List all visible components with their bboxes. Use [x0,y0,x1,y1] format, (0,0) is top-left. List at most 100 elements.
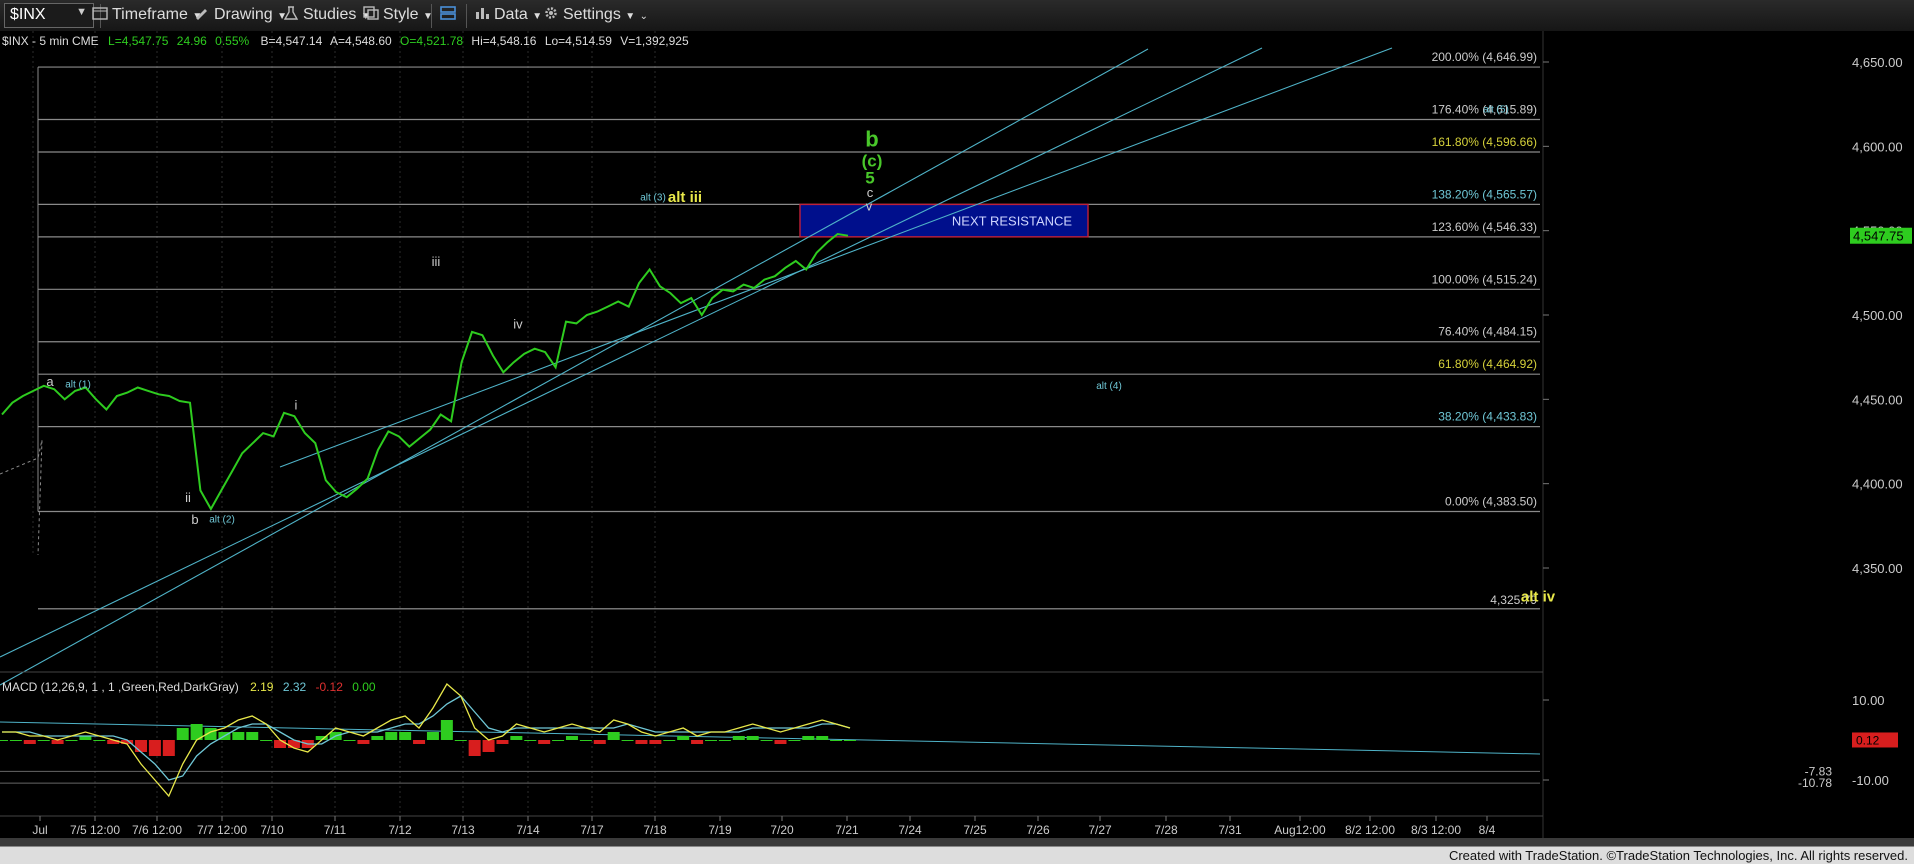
macd-histogram-bar [774,740,787,744]
macd-histogram-bar [148,740,161,756]
macd-histogram-bar [37,740,50,741]
macd-histogram-bar [830,740,843,741]
macd-histogram-bar [454,740,467,741]
y-tick-label: 4,650.00 [1852,55,1903,70]
fibonacci-levels: 200.00% (4,646.99) 176.40% (4,615.89) 161.… [37,50,1540,610]
chart-header: $INX - 5 min CME L=4,547.75 24.96 0.55% … [2,34,689,48]
layout-button[interactable] [440,6,460,26]
x-tick-label: 7/19 [708,823,732,837]
macd-histogram-bar [121,740,134,744]
macd-title: MACD (12,26,9, 1 , 1 ,Green,Red,DarkGray… [2,680,239,694]
macd-histogram-bar [93,740,106,741]
macd-histogram-bar [816,736,829,740]
high: Hi=4,548.16 [471,34,536,48]
macd-histogram-bar [79,736,92,740]
macd-histogram-bar [704,740,717,741]
channel-line [0,48,1149,686]
fib-label: 0.00% (4,383.50) [1445,494,1537,508]
macd-histogram-bar [135,740,148,752]
macd-histogram-bar [440,720,453,740]
style-icon [363,6,379,20]
x-tick-label: 7/20 [770,823,794,837]
settings-menu[interactable]: Settings ▼ ⌄ [543,6,648,26]
chart-background [0,31,1914,846]
macd-histogram-bar [399,732,412,740]
x-tick-label: 8/4 [1479,823,1496,837]
macd-histogram-bar [371,736,384,740]
macd-signal: 2.32 [283,680,307,694]
macd-histogram-bar [691,740,704,744]
macd-histogram-bar [802,736,815,740]
wave-label: a [46,374,54,389]
macd-zero: 0.00 [352,680,376,694]
bid: B=4,547.14 [261,34,323,48]
macd-histogram-bar [246,732,259,740]
toolbar-divider [431,4,432,28]
y-tick-label: 4,400.00 [1852,477,1903,492]
macd-histogram-bar [760,740,773,741]
macd-histogram-bar [51,740,64,744]
macd-histogram-bar [732,736,745,740]
price-axis: 4,650.004,600.004,550.004,500.004,450.00… [1543,55,1903,576]
wave-label: iv [513,316,523,331]
wave-label: c [867,185,874,200]
wave-label: alt iv [1521,589,1556,606]
price-series [1,232,849,512]
horizontal-scrollbar[interactable] [0,838,1914,846]
fib-label: 138.20% (4,565.57) [1432,187,1537,201]
studies-label: Studies [303,6,357,23]
wave-label: alt (3) [640,192,666,203]
macd-hist: -0.12 [316,680,344,694]
pct-change: 0.55% [215,34,249,48]
macd-value: 2.19 [250,680,274,694]
x-tick-label: 7/14 [516,823,540,837]
macd-histogram-bar [0,740,8,741]
fib-label: 76.40% (4,484.15) [1438,325,1537,339]
x-tick-label: 7/11 [324,823,347,837]
macd-badge-text: 0.12 [1856,733,1880,747]
timeframe-menu[interactable]: Timeframe ▼ [92,6,202,26]
x-tick-label: 7/21 [835,823,859,837]
studies-menu[interactable]: Studies ▼ [283,6,371,26]
macd-histogram-bar [677,736,690,740]
chevron-down-icon: ▼ [532,11,543,22]
macd-histogram-bar [190,724,203,740]
toolbar-divider [100,4,101,28]
timeframe-label: Timeframe [112,6,188,23]
x-tick-label: 7/25 [963,823,987,837]
pencil-icon [196,9,207,20]
x-tick-label: 7/5 12:00 [70,823,120,837]
macd-histogram-bar [65,740,78,741]
fib-label: 161.80% (4,596.66) [1432,135,1537,149]
wave-connector [0,439,43,556]
macd-histogram-bar [579,740,592,741]
y-tick-label: 4,450.00 [1852,392,1903,407]
style-menu[interactable]: Style ▼ [363,6,433,26]
fib-label: 100.00% (4,515.24) [1432,272,1537,286]
wave-label: alt iii [668,189,702,206]
wave-label: b [865,126,878,151]
macd-y-label: 10.00 [1852,693,1885,708]
symbol-title: $INX - 5 min CME [2,34,99,48]
style-label: Style [383,6,419,23]
low: Lo=4,514.59 [545,34,612,48]
macd-pane: 10.00 -10.00 -7.83-10.78 0.12 [0,682,1898,798]
drawing-menu[interactable]: Drawing ▼ [194,6,287,26]
chevron-down-icon: ▼ [277,11,288,22]
macd-histogram-bar [496,740,509,744]
macd-histogram-bar [9,740,22,741]
toolbar: $INX ▼ Timeframe ▼ Drawing ▼ Studies ▼ S… [0,0,1914,32]
macd-histogram-bar [552,740,565,741]
x-tick-label: 7/24 [898,823,922,837]
chart-area[interactable]: 200.00% (4,646.99) 176.40% (4,615.89) 161.… [0,31,1914,846]
wave-label: alt (2) [209,514,235,525]
x-tick-label: 7/10 [260,823,284,837]
macd-histogram-bar [426,732,439,740]
data-menu[interactable]: Data ▼ [474,6,542,26]
drawing-label: Drawing [214,6,273,23]
macd-histogram-bar [260,740,273,741]
symbol-selector[interactable]: $INX ▼ [4,3,94,28]
fib-label: 176.40% (4,615.89) [1432,103,1537,117]
y-tick-label: 4,350.00 [1852,561,1903,576]
settings-label: Settings [563,6,621,23]
